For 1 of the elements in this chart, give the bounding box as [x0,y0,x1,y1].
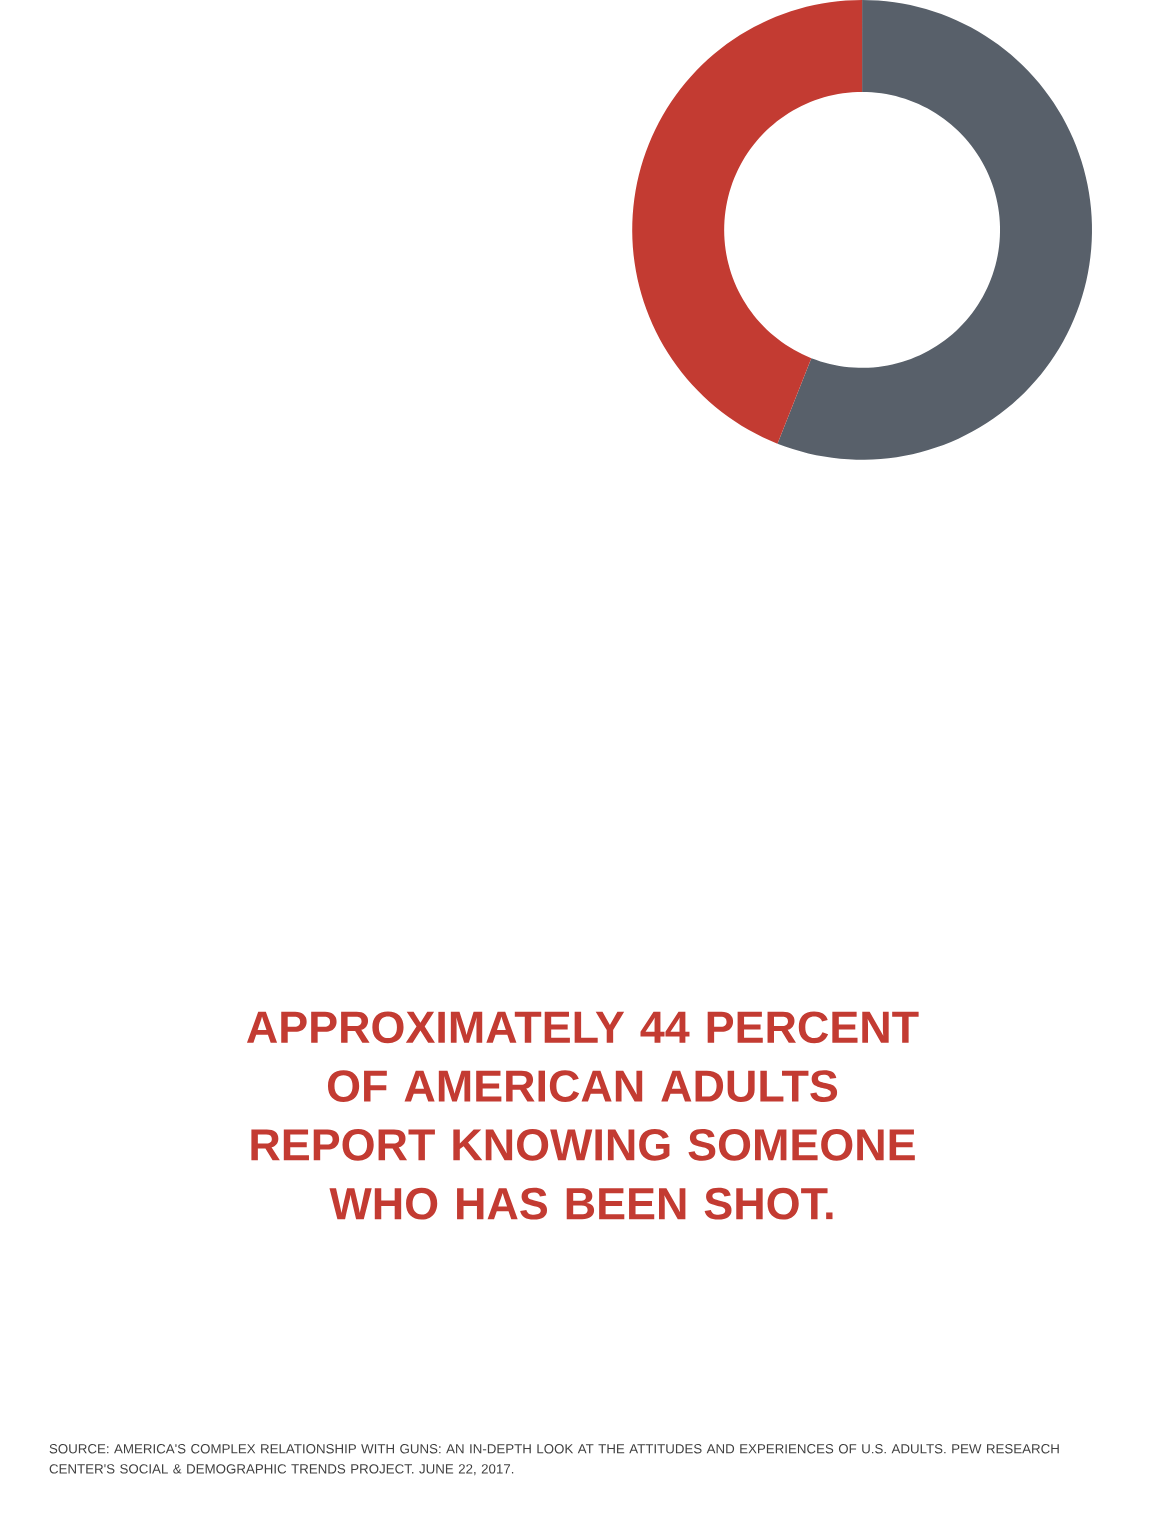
text: APPROXIMATELY 44 PERCENT OF AMERICAN ADULTS REPORT KNOWING SOMEONE WHO HAS BEEN SHOT. [246,1011,919,1220]
